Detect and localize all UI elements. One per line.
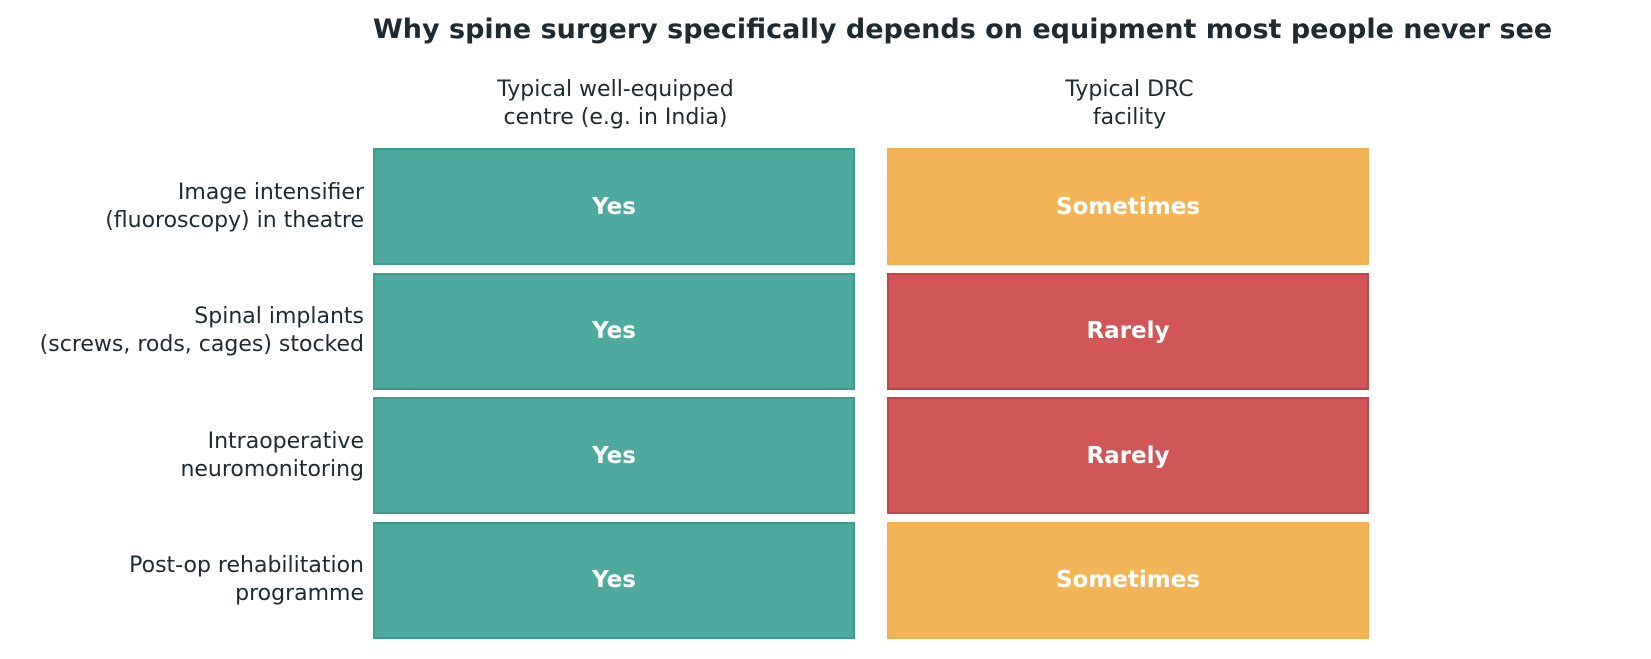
row-label: Image intensifier (fluoroscopy) in theat… — [105, 179, 364, 233]
table-cell: Yes — [373, 272, 855, 390]
table-cell: Rarely — [887, 272, 1369, 390]
chart-title: Why spine surgery specifically depends o… — [373, 14, 1553, 45]
table-cell: Sometimes — [887, 521, 1369, 639]
column-header-india: Typical well-equipped centre (e.g. in In… — [497, 77, 734, 130]
row-label: Intraoperative neuromonitoring — [180, 428, 364, 482]
table-cell: Yes — [373, 397, 855, 514]
table-cell: Rarely — [887, 397, 1369, 514]
table-cell: Yes — [373, 148, 855, 265]
table-cell: Sometimes — [887, 148, 1369, 265]
row-label: Post-op rehabilitation programme — [129, 553, 364, 606]
row-label: Spinal implants (screws, rods, cages) st… — [39, 304, 364, 357]
column-header-drc: Typical DRC facility — [1065, 77, 1194, 130]
table-cell: Yes — [373, 521, 855, 639]
